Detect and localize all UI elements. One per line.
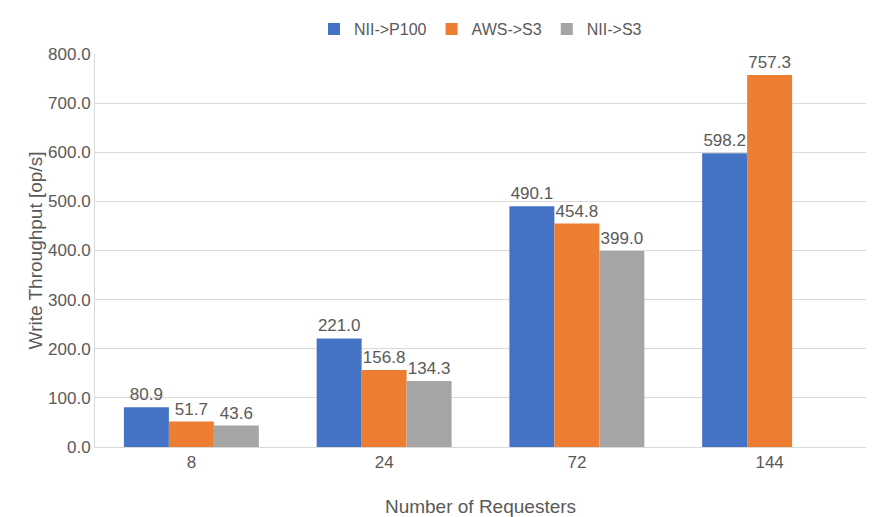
svg-text:NII->P100: NII->P100 xyxy=(354,21,427,38)
svg-text:8: 8 xyxy=(187,453,196,472)
svg-text:134.3: 134.3 xyxy=(408,359,451,378)
svg-text:490.1: 490.1 xyxy=(511,184,554,203)
svg-text:500.0: 500.0 xyxy=(48,192,91,211)
svg-text:156.8: 156.8 xyxy=(363,348,406,367)
svg-text:221.0: 221.0 xyxy=(318,316,361,335)
svg-text:NII->S3: NII->S3 xyxy=(587,21,642,38)
svg-text:598.2: 598.2 xyxy=(703,131,746,150)
svg-text:400.0: 400.0 xyxy=(48,241,91,260)
svg-text:144: 144 xyxy=(755,453,783,472)
svg-text:800.0: 800.0 xyxy=(48,45,91,64)
svg-text:Write Throughput [op/s]: Write Throughput [op/s] xyxy=(25,152,46,350)
svg-text:100.0: 100.0 xyxy=(48,389,91,408)
svg-text:454.8: 454.8 xyxy=(556,202,599,221)
svg-text:0.0: 0.0 xyxy=(67,438,91,457)
svg-text:700.0: 700.0 xyxy=(48,94,91,113)
svg-text:AWS->S3: AWS->S3 xyxy=(472,21,542,38)
svg-text:200.0: 200.0 xyxy=(48,340,91,359)
svg-text:600.0: 600.0 xyxy=(48,143,91,162)
svg-text:757.3: 757.3 xyxy=(748,53,791,72)
svg-text:24: 24 xyxy=(375,453,394,472)
svg-text:300.0: 300.0 xyxy=(48,291,91,310)
svg-text:80.9: 80.9 xyxy=(130,385,163,404)
svg-text:399.0: 399.0 xyxy=(601,229,644,248)
svg-text:43.6: 43.6 xyxy=(220,404,253,423)
svg-text:51.7: 51.7 xyxy=(175,400,208,419)
svg-text:72: 72 xyxy=(567,453,586,472)
svg-text:Number of Requesters: Number of Requesters xyxy=(385,496,576,517)
